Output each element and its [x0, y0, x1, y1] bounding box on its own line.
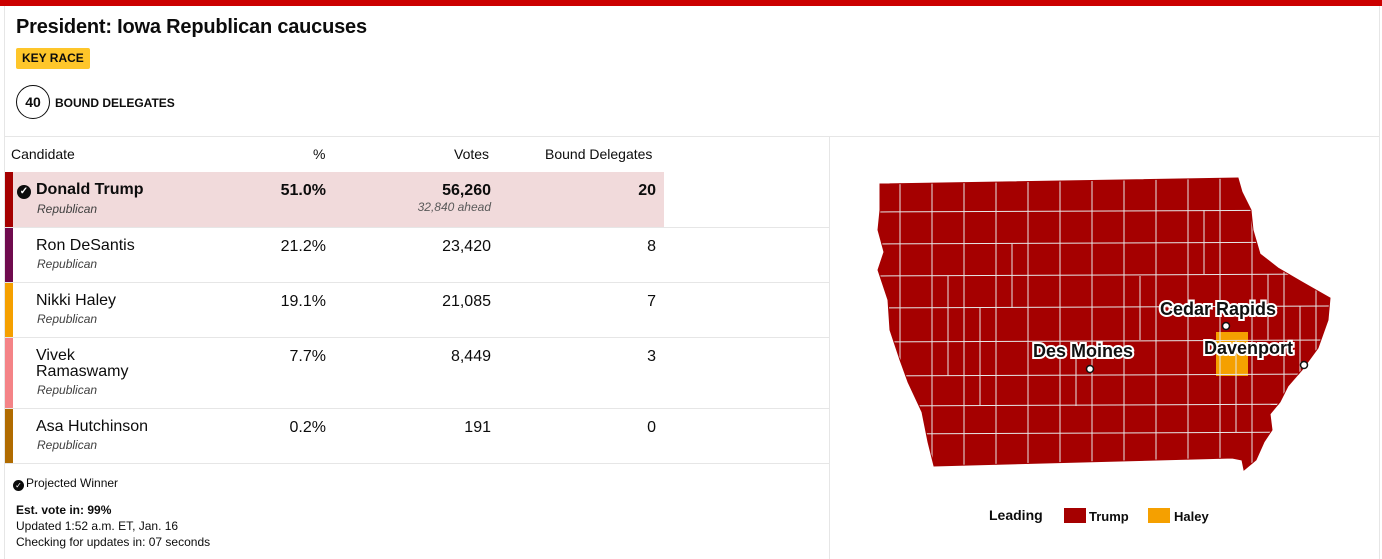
updated-time: Updated 1:52 a.m. ET, Jan. 16 [16, 519, 179, 533]
candidate-party: Republican [37, 383, 98, 397]
candidate-delegates: 3 [647, 348, 656, 365]
projected-winner-note: ✓ Projected Winner [13, 476, 118, 491]
table-row[interactable]: Asa Hutchinson Republican 0.2% 191 0 [5, 409, 829, 464]
legend-title: Leading [989, 507, 1043, 523]
candidate-name: Donald Trump [36, 181, 144, 198]
delegates-count-circle: 40 [16, 85, 50, 119]
iowa-outline [877, 177, 1331, 471]
legend-trump-label: Trump [1089, 509, 1129, 524]
candidate-color-bar [5, 338, 13, 408]
key-race-badge: KEY RACE [16, 48, 90, 69]
candidate-color-bar [5, 172, 13, 227]
update-countdown: Checking for updates in: 07 seconds [16, 535, 211, 549]
legend-haley-label: Haley [1174, 509, 1209, 524]
candidate-delegates: 0 [647, 419, 656, 436]
header-votes[interactable]: Votes [454, 146, 490, 162]
page-title: President: Iowa Republican caucuses [16, 16, 367, 38]
vertical-divider [829, 137, 830, 559]
des-moines-dot [1085, 364, 1095, 374]
candidate-votes: 21,085 [442, 293, 491, 310]
winner-check-icon: ✓ [17, 185, 31, 199]
header-candidate[interactable]: Candidate [11, 146, 75, 162]
table-row[interactable]: Nikki Haley Republican 19.1% 21,085 7 [5, 283, 829, 338]
candidate-name: Nikki Haley [36, 292, 117, 309]
legend-haley-swatch [1148, 508, 1170, 523]
winner-highlight [5, 172, 664, 227]
haley-county [1216, 332, 1248, 376]
divider [5, 136, 1379, 137]
cedar-rapids-dot [1221, 321, 1231, 331]
votes-ahead: 32,840 ahead [417, 200, 491, 214]
candidate-votes: 8,449 [450, 348, 491, 365]
est-vote: Est. vote in: 99% [16, 503, 112, 517]
candidate-delegates: 20 [638, 182, 656, 199]
cedar-rapids-label: Cedar Rapids [1160, 299, 1276, 319]
candidate-party: Republican [37, 257, 98, 271]
results-card [4, 6, 1380, 559]
candidate-percent: 51.0% [280, 182, 326, 199]
candidate-percent: 21.2% [280, 238, 326, 255]
candidate-name: Ron DeSantis [36, 237, 135, 254]
header-bound-delegates[interactable]: Bound Delegates [545, 146, 653, 162]
header-percent[interactable]: % [313, 146, 326, 162]
iowa-county-map[interactable]: Cedar Rapids Des Moines Davenport [870, 170, 1340, 480]
candidate-percent: 0.2% [289, 419, 326, 436]
candidate-name: Asa Hutchinson [36, 418, 149, 435]
candidate-votes: 56,260 [442, 182, 491, 199]
check-icon: ✓ [13, 480, 24, 491]
table-row[interactable]: ✓ Donald Trump Republican 51.0% 56,260 3… [5, 172, 829, 228]
candidate-delegates: 7 [647, 293, 656, 310]
candidate-name: Vivek Ramaswamy [36, 347, 129, 380]
candidate-party: Republican [37, 202, 98, 216]
candidate-color-bar [5, 228, 13, 282]
legend-trump-swatch [1064, 508, 1086, 523]
candidate-color-bar [5, 409, 13, 463]
delegates-label: BOUND DELEGATES [55, 96, 175, 110]
candidate-percent: 7.7% [289, 348, 326, 365]
candidate-votes: 191 [464, 419, 491, 436]
candidate-votes: 23,420 [442, 238, 491, 255]
candidate-percent: 19.1% [280, 293, 326, 310]
des-moines-label: Des Moines [1033, 341, 1133, 361]
davenport-label: Davenport [1204, 338, 1293, 358]
candidate-party: Republican [37, 438, 98, 452]
candidate-delegates: 8 [647, 238, 656, 255]
table-row[interactable]: Vivek Ramaswamy Republican 7.7% 8,449 3 [5, 338, 829, 409]
projected-winner-label: Projected Winner [26, 476, 119, 490]
candidate-party: Republican [37, 312, 98, 326]
candidate-color-bar [5, 283, 13, 337]
davenport-dot [1299, 360, 1309, 370]
table-row[interactable]: Ron DeSantis Republican 21.2% 23,420 8 [5, 228, 829, 283]
top-accent-bar [0, 0, 1382, 6]
